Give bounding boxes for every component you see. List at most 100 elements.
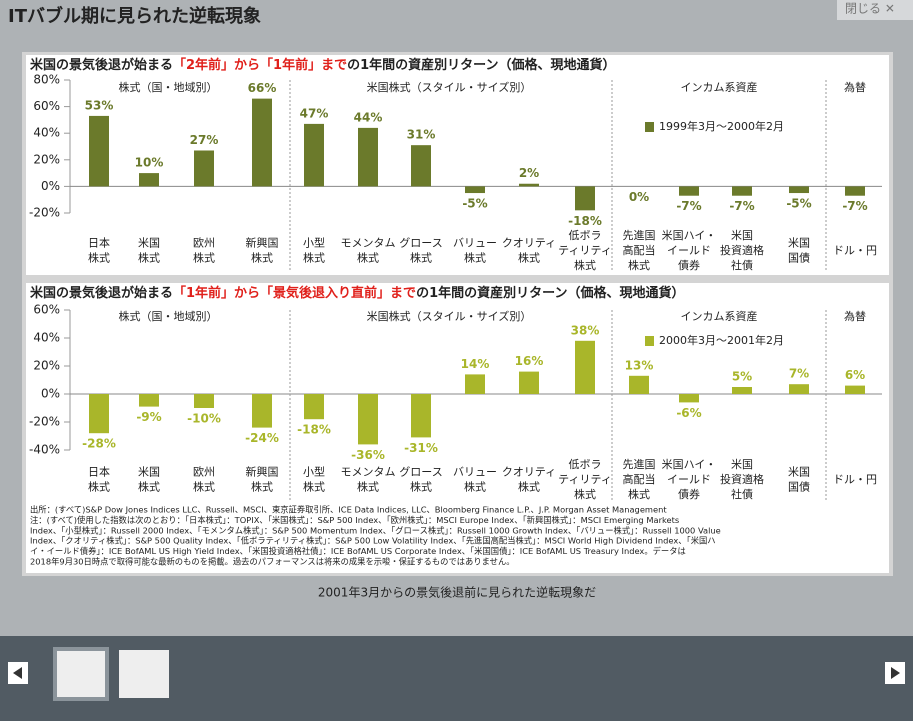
- title-part: 米国の景気後退が始まる: [30, 57, 173, 73]
- x-tick-label: 株式: [357, 480, 379, 494]
- data-label: -10%: [187, 412, 221, 426]
- bar: [629, 375, 649, 394]
- thumbnail[interactable]: [57, 651, 105, 697]
- y-tick-label: 40%: [33, 126, 60, 140]
- x-tick-label: クオリティ: [502, 466, 556, 479]
- note-line: 注：(すべて)使用した指数は次のとおり：「日本株式」：TOPIX、「米国株式」：…: [30, 515, 679, 525]
- legend-label: 2000年3月～2001年2月: [659, 333, 784, 347]
- x-tick-label: 株式: [251, 480, 273, 494]
- legend-swatch: [645, 122, 654, 132]
- y-tick-label: -40%: [29, 443, 60, 457]
- bar: [789, 384, 809, 394]
- x-tick-label: 低ボラ: [569, 458, 602, 471]
- x-tick-label: 株式: [88, 480, 110, 494]
- x-tick-label: 株式: [251, 251, 273, 265]
- chart-title: 米国の景気後退が始まる「2年前」から「1年前」までの1年間の資産別リターン（価格…: [30, 57, 616, 73]
- x-tick-label: 株式: [410, 251, 432, 265]
- bar: [139, 173, 159, 187]
- group-label: 米国株式（スタイル・サイズ別）: [367, 80, 532, 94]
- x-tick-label: 株式: [193, 480, 215, 494]
- next-arrow: [891, 667, 900, 679]
- bar: [304, 123, 324, 187]
- x-tick-label: 株式: [518, 251, 540, 265]
- y-tick-label: 0%: [41, 387, 60, 401]
- data-label: 5%: [732, 370, 752, 384]
- group-label: インカム系資産: [681, 81, 758, 94]
- bar: [89, 115, 109, 187]
- data-label: 66%: [248, 81, 277, 95]
- note-line: 出所：(すべて)S&P Dow Jones Indices LLC、Russel…: [30, 505, 667, 515]
- bar: [845, 385, 865, 394]
- x-tick-label: 先進国: [623, 229, 656, 242]
- x-tick-label: 株式: [410, 480, 432, 494]
- x-tick-label: 米国: [788, 466, 810, 479]
- bar: [519, 183, 539, 187]
- bar: [252, 394, 272, 428]
- x-tick-label: モメンタム: [341, 466, 396, 479]
- x-tick-label: 先進国: [623, 458, 656, 471]
- y-tick-label: 20%: [33, 152, 60, 166]
- data-label: 2%: [519, 166, 539, 180]
- title-part: 米国の景気後退が始まる: [30, 285, 173, 301]
- x-tick-label: 米国: [731, 229, 753, 242]
- data-label: -18%: [297, 423, 331, 437]
- data-label: -5%: [786, 197, 811, 211]
- x-tick-label: 国債: [788, 480, 810, 494]
- thumbnail[interactable]: [119, 650, 169, 698]
- y-tick-label: 60%: [33, 303, 60, 317]
- bar: [194, 394, 214, 408]
- bar: [519, 371, 539, 394]
- bar: [411, 145, 431, 187]
- y-tick-label: 0%: [41, 179, 60, 193]
- data-label: -9%: [136, 410, 161, 424]
- caption: 2001年3月からの景気後退前に見られた逆転現象だ: [318, 585, 596, 600]
- x-tick-label: 新興国: [246, 465, 279, 479]
- title-part: 「2年前」から「1年前」まで: [173, 57, 347, 73]
- close-label[interactable]: 閉じる ✕: [845, 2, 895, 16]
- data-label: -5%: [462, 197, 487, 211]
- title-part: の1年間の資産別リターン（価格、現地通貨）: [416, 285, 684, 301]
- y-tick-label: 40%: [33, 331, 60, 345]
- x-tick-label: 米国: [138, 466, 160, 479]
- note-line: 2018年9月30日時点で取得可能な最新のものを掲載。過去のパフォーマンスは将来…: [30, 557, 515, 567]
- group-label: 株式（国・地域別）: [119, 309, 218, 323]
- y-tick-label: 60%: [33, 99, 60, 113]
- page-title: ITバブル期に見られた逆転現象: [8, 5, 261, 27]
- y-tick-label: 80%: [33, 73, 60, 87]
- data-label: 14%: [461, 357, 490, 371]
- data-label: 7%: [789, 367, 809, 381]
- bar: [358, 394, 378, 445]
- x-tick-label: 株式: [303, 251, 325, 265]
- data-label: 27%: [190, 133, 219, 147]
- group-label: 為替: [844, 80, 866, 94]
- x-tick-label: 日本: [88, 465, 110, 479]
- x-tick-label: 債券: [678, 258, 700, 272]
- x-tick-label: 債券: [678, 487, 700, 501]
- x-tick-label: 低ボラ: [569, 229, 602, 242]
- bar: [465, 186, 485, 194]
- data-label: 16%: [515, 354, 544, 368]
- bar: [732, 387, 752, 394]
- x-tick-label: ドル・円: [833, 244, 877, 257]
- x-tick-label: 株式: [574, 487, 596, 501]
- bar: [89, 394, 109, 434]
- data-label: 31%: [407, 128, 436, 142]
- bar: [411, 394, 431, 438]
- close-button[interactable]: [837, 0, 913, 20]
- data-label: 38%: [571, 323, 600, 337]
- x-tick-label: イールド: [667, 244, 711, 257]
- x-tick-label: 株式: [357, 251, 379, 265]
- x-tick-label: 株式: [518, 480, 540, 494]
- chart-title: 米国の景気後退が始まる「1年前」から「景気後退入り直前」までの1年間の資産別リタ…: [30, 285, 684, 301]
- data-label: -28%: [82, 437, 116, 451]
- title-part: 「1年前」から「景気後退入り直前」まで: [173, 285, 416, 301]
- data-label: 0%: [629, 190, 649, 204]
- bar: [304, 394, 324, 420]
- bar: [845, 186, 865, 196]
- x-tick-label: グロース: [399, 465, 442, 479]
- x-tick-label: 株式: [628, 487, 650, 501]
- data-label: -18%: [568, 214, 602, 228]
- bar: [679, 186, 699, 196]
- data-label: -6%: [676, 406, 701, 420]
- chart-panel: [26, 55, 889, 275]
